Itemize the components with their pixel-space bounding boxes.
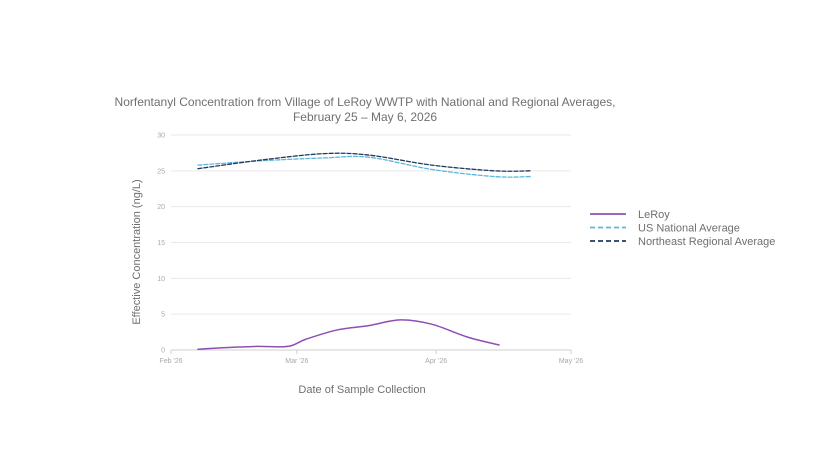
x-tick-label: May '26 [559, 358, 583, 365]
plot-area [197, 152, 532, 351]
chart-title-line-1: Norfentanyl Concentration from Village o… [115, 95, 616, 109]
y-gridlines [171, 134, 571, 351]
series-line-1 [197, 155, 532, 178]
x-tick-label: Mar '26 [285, 358, 308, 365]
x-tick-label: Feb '26 [159, 358, 182, 365]
legend-item: US National Average [590, 223, 740, 235]
x-axis-title: Date of Sample Collection [298, 384, 425, 396]
x-axis: Feb '26 Mar '26 Apr '26 May '26 [159, 349, 583, 365]
y-tick-label: 0 [161, 348, 165, 355]
x-tick-label: Apr '26 [425, 358, 447, 365]
y-axis: 0 5 10 15 20 25 30 [157, 133, 165, 355]
legend-item: Northeast Regional Average [590, 236, 775, 248]
legend-label: US National Average [638, 223, 740, 235]
y-tick-label: 30 [157, 133, 165, 140]
series-line-0 [197, 319, 500, 351]
y-tick-label: 20 [157, 204, 165, 211]
legend-label: Northeast Regional Average [638, 236, 775, 248]
y-tick-label: 5 [161, 312, 165, 319]
legend-label: LeRoy [638, 209, 670, 221]
y-tick-label: 10 [157, 276, 165, 283]
chart-title: Norfentanyl Concentration from Village o… [115, 95, 616, 124]
y-tick-label: 15 [157, 240, 165, 247]
y-axis-title: Effective Concentration (ng/L) [131, 179, 143, 324]
legend-item: LeRoy [590, 209, 670, 221]
y-tick-label: 25 [157, 168, 165, 175]
chart-title-line-2: February 25 – May 6, 2026 [293, 110, 437, 124]
series-line-2 [197, 152, 532, 172]
